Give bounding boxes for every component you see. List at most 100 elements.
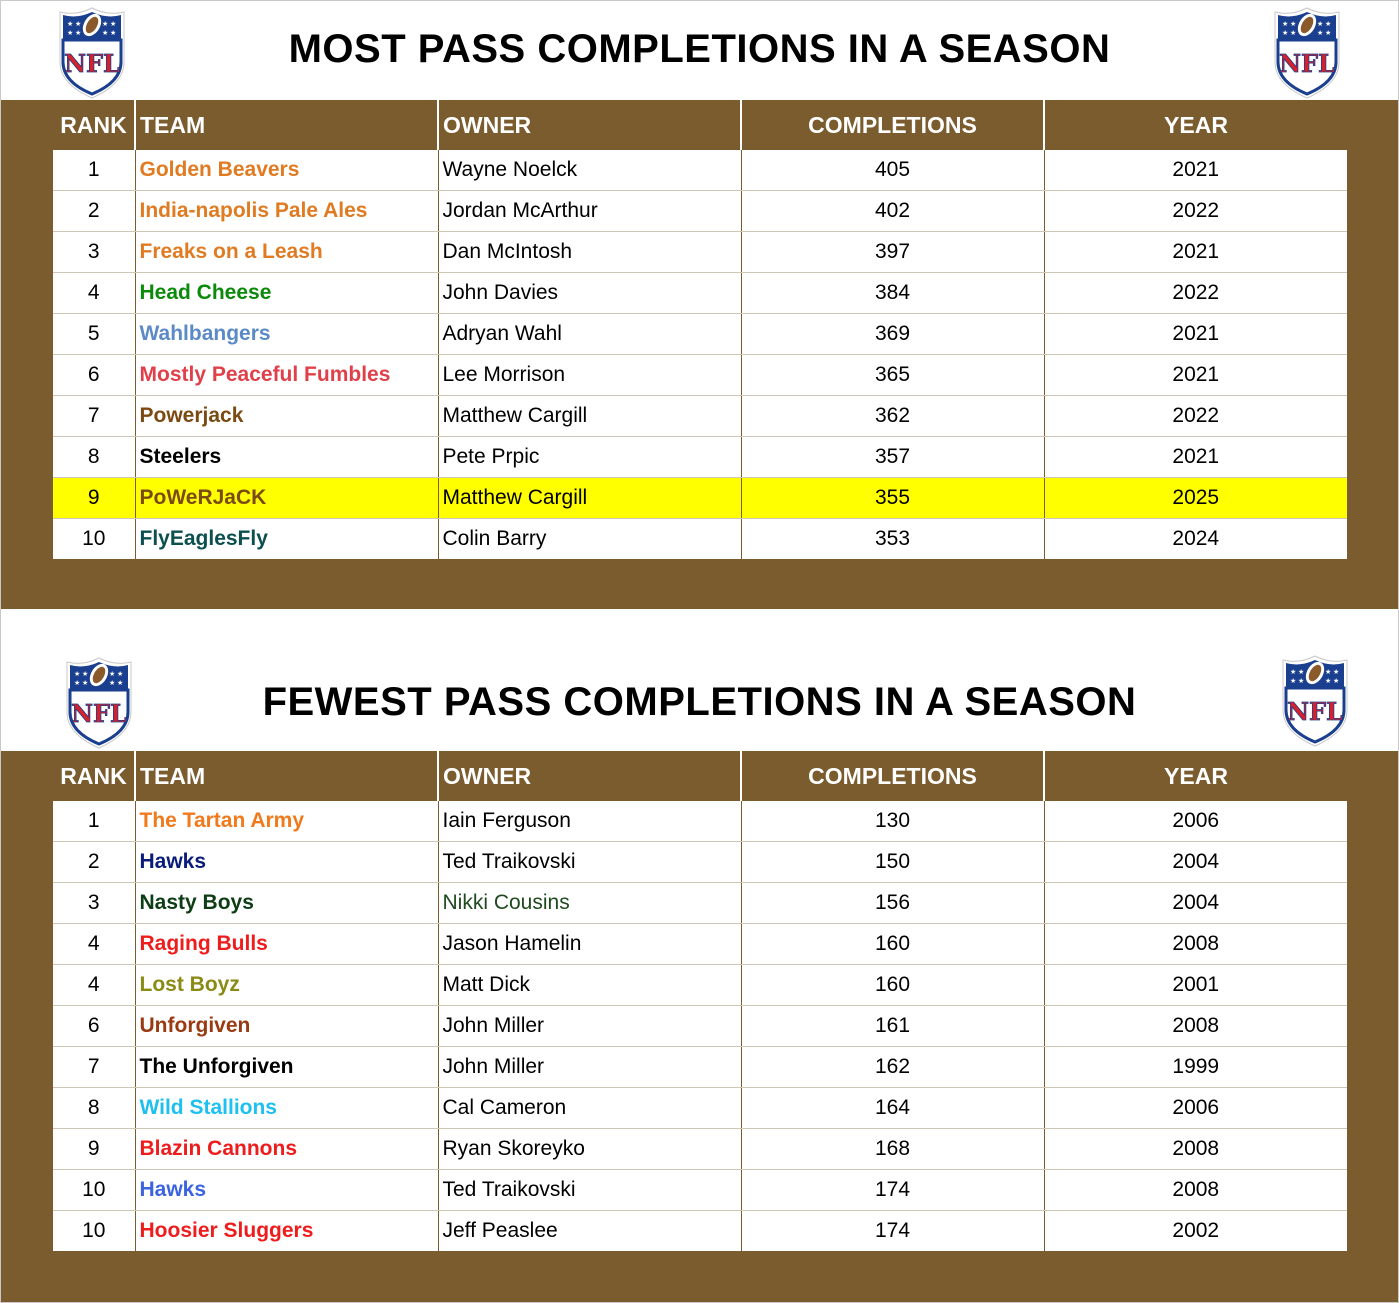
- completions-cell: 150: [741, 841, 1045, 883]
- team-cell: Powerjack: [135, 395, 439, 437]
- svg-text:★: ★: [1325, 668, 1331, 676]
- nfl-logo-icon: ★ ★ ★ ★ ★ ★ ★ ★ NFL: [1269, 4, 1345, 100]
- team-cell: Unforgiven: [135, 1005, 439, 1047]
- team-cell: Hawks: [135, 841, 439, 883]
- completions-cell: 355: [741, 477, 1045, 519]
- rank-cell: 2: [53, 190, 136, 232]
- year-cell: 2021: [1044, 150, 1347, 191]
- owner-cell: Ted Traikovski: [438, 841, 742, 883]
- rank-cell: 10: [53, 1210, 136, 1251]
- owner-cell: Matthew Cargill: [438, 395, 742, 437]
- owner-cell: Matthew Cargill: [438, 477, 742, 519]
- table-row: 10 Hawks Ted Traikovski 174 2008: [53, 1169, 1347, 1211]
- svg-text:★: ★: [117, 679, 123, 687]
- rank-cell: 7: [53, 1046, 136, 1088]
- owner-cell: Nikki Cousins: [438, 882, 742, 924]
- rank-cell: 3: [53, 231, 136, 273]
- completions-cell: 164: [741, 1087, 1045, 1129]
- svg-text:★: ★: [1290, 29, 1296, 37]
- svg-text:★: ★: [75, 29, 81, 37]
- completions-cell: 174: [741, 1210, 1045, 1251]
- completions-cell: 397: [741, 231, 1045, 273]
- year-cell: 1999: [1044, 1046, 1347, 1088]
- svg-text:★: ★: [110, 29, 116, 37]
- completions-cell: 161: [741, 1005, 1045, 1047]
- table-row: 3 Nasty Boys Nikki Cousins 156 2004: [53, 882, 1347, 924]
- fewest-rows: 1 The Tartan Army Iain Ferguson 130 2006 2 Haw…: [53, 801, 1347, 1251]
- svg-text:★: ★: [82, 679, 88, 687]
- year-cell: 2024: [1044, 518, 1347, 559]
- table-row: 9 PoWeRJaCK Matthew Cargill 355 2025: [53, 477, 1347, 519]
- fewest-page-title: FEWEST PASS COMPLETIONS IN A SEASON: [262, 680, 1137, 724]
- header-row: RANK TEAM OWNER COMPLETIONS YEAR: [53, 100, 1347, 150]
- year-cell: 2008: [1044, 1169, 1347, 1211]
- owner-cell: John Miller: [438, 1005, 742, 1047]
- year-cell: 2022: [1044, 190, 1347, 232]
- owner-cell: Jeff Peaslee: [438, 1210, 742, 1251]
- team-cell: India-napolis Pale Ales: [135, 190, 439, 232]
- completions-cell: 405: [741, 150, 1045, 191]
- table-row: 1 Golden Beavers Wayne Noelck 405 2021: [53, 150, 1347, 191]
- table-row: 10 FlyEaglesFly Colin Barry 353 2024: [53, 518, 1347, 559]
- year-cell: 2006: [1044, 1087, 1347, 1129]
- svg-text:★: ★: [74, 670, 80, 678]
- team-cell: Mostly Peaceful Fumbles: [135, 354, 439, 396]
- team-cell: Golden Beavers: [135, 150, 439, 191]
- rank-cell: 8: [53, 1087, 136, 1129]
- svg-text:★: ★: [1282, 20, 1288, 28]
- most-rows: 1 Golden Beavers Wayne Noelck 405 2021 2 India…: [53, 150, 1347, 559]
- svg-text:★: ★: [109, 679, 115, 687]
- table-row: 1 The Tartan Army Iain Ferguson 130 2006: [53, 801, 1347, 842]
- year-cell: 2021: [1044, 354, 1347, 396]
- rank-cell: 1: [53, 801, 136, 842]
- year-cell: 2002: [1044, 1210, 1347, 1251]
- rank-cell: 10: [53, 518, 136, 559]
- completions-cell: 160: [741, 923, 1045, 965]
- table-row: 8 Steelers Pete Prpic 357 2021: [53, 436, 1347, 478]
- year-cell: 2004: [1044, 841, 1347, 883]
- team-header: TEAM: [135, 751, 439, 801]
- svg-text:★: ★: [74, 679, 80, 687]
- team-cell: The Unforgiven: [135, 1046, 439, 1088]
- table-row: 4 Lost Boyz Matt Dick 160 2001: [53, 964, 1347, 1006]
- owner-header: OWNER: [438, 751, 742, 801]
- rank-cell: 4: [53, 964, 136, 1006]
- svg-text:★: ★: [102, 20, 108, 28]
- completions-cell: 353: [741, 518, 1045, 559]
- table-row: 4 Head Cheese John Davies 384 2022: [53, 272, 1347, 314]
- rank-header: RANK: [53, 100, 136, 150]
- completions-cell: 130: [741, 801, 1045, 842]
- svg-text:★: ★: [67, 29, 73, 37]
- table-row: 7 Powerjack Matthew Cargill 362 2022: [53, 395, 1347, 437]
- owner-header: OWNER: [438, 100, 742, 150]
- svg-text:★: ★: [75, 20, 81, 28]
- completions-cell: 365: [741, 354, 1045, 396]
- team-cell: Lost Boyz: [135, 964, 439, 1006]
- completions-cell: 162: [741, 1046, 1045, 1088]
- rank-cell: 10: [53, 1169, 136, 1211]
- owner-cell: Cal Cameron: [438, 1087, 742, 1129]
- team-cell: Wild Stallions: [135, 1087, 439, 1129]
- team-cell: The Tartan Army: [135, 801, 439, 842]
- svg-text:★: ★: [1325, 29, 1331, 37]
- svg-text:★: ★: [1298, 668, 1304, 676]
- year-header: YEAR: [1164, 111, 1228, 138]
- team-cell: PoWeRJaCK: [135, 477, 439, 519]
- team-cell: Wahlbangers: [135, 313, 439, 355]
- owner-cell: John Miller: [438, 1046, 742, 1088]
- completions-cell: 168: [741, 1128, 1045, 1170]
- table-row: 5 Wahlbangers Adryan Wahl 369 2021: [53, 313, 1347, 355]
- svg-text:NFL: NFL: [64, 49, 120, 78]
- svg-text:★: ★: [1290, 677, 1296, 685]
- completions-cell: 369: [741, 313, 1045, 355]
- year-cell: 2001: [1044, 964, 1347, 1006]
- owner-cell: Jordan McArthur: [438, 190, 742, 232]
- team-cell: Blazin Cannons: [135, 1128, 439, 1170]
- svg-text:NFL: NFL: [1279, 49, 1335, 78]
- completions-header: COMPLETIONS: [741, 100, 1045, 150]
- year-cell: 2008: [1044, 923, 1347, 965]
- owner-cell: Ryan Skoreyko: [438, 1128, 742, 1170]
- year-cell: 2021: [1044, 313, 1347, 355]
- svg-text:★: ★: [102, 29, 108, 37]
- table-row: 9 Blazin Cannons Ryan Skoreyko 168 2008: [53, 1128, 1347, 1170]
